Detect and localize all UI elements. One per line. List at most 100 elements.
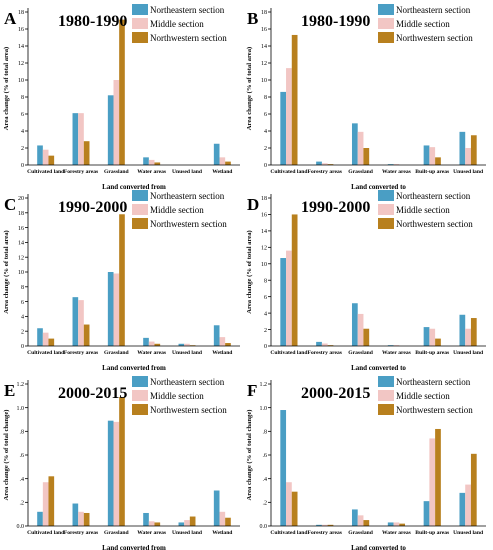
bar-d-s0-c5	[459, 314, 466, 346]
legend-swatch	[378, 376, 394, 387]
panel-title: 1980-1990	[58, 13, 127, 30]
bar-e-s0-c2	[107, 420, 114, 526]
y-tick-label: 6	[21, 112, 24, 118]
legend-label: Middle section	[396, 391, 450, 401]
bar-e-s2-c3	[154, 522, 161, 526]
y-tick-label: 8	[264, 95, 267, 101]
bar-c-s2-c1	[83, 324, 90, 346]
y-tick-label: 2	[264, 146, 267, 152]
bar-e-s0-c1	[72, 503, 79, 526]
y-tick-label: 14	[261, 44, 267, 50]
x-tick-label: Cultivated land	[270, 350, 308, 356]
bar-b-s1-c1	[321, 163, 328, 165]
panel-letter: B	[247, 9, 258, 28]
chart-panel-b: 0 2 4 6 8 10 12 14 16 18 Cultivated land Forestry a…	[246, 4, 486, 191]
x-tick-label: Wetland	[212, 350, 233, 356]
x-tick-label: Grassland	[104, 169, 129, 175]
x-tick-label: Grassland	[104, 350, 129, 356]
panel-title: 1990-2000	[58, 199, 127, 216]
bar-d-s2-c1	[327, 345, 334, 346]
y-axis-title: Area change (% of total change)	[246, 410, 253, 501]
bar-c-s2-c3	[154, 343, 161, 346]
y-tick-label: 2	[264, 328, 267, 334]
y-tick-label: 1.2	[260, 382, 268, 388]
legend-swatch	[378, 218, 394, 229]
bar-c-s0-c0	[37, 328, 43, 346]
y-tick-label: 14	[18, 241, 24, 247]
legend-label: Northwestern section	[150, 33, 227, 43]
legend-swatch	[132, 404, 148, 415]
panel-letter: F	[247, 381, 257, 400]
chart-panel-e: 0.0 .2 .4 .6 .8 1.0 1.2 Cultivated land Forestry…	[3, 376, 240, 550]
x-tick-label: Built-up areas	[415, 350, 450, 356]
bar-b-s1-c3	[393, 164, 400, 165]
x-tick-label: Cultivated land	[270, 530, 308, 536]
y-tick-label: 20	[18, 196, 24, 202]
legend-label: Northeastern section	[396, 191, 471, 201]
bar-e-s0-c0	[37, 511, 43, 526]
legend-swatch	[132, 218, 148, 229]
y-tick-label: 0	[21, 163, 24, 169]
panel-letter: D	[247, 195, 259, 214]
x-axis-title: Land converted to	[351, 364, 406, 372]
bar-e-s2-c5	[225, 517, 231, 526]
bar-b-s2-c1	[327, 164, 334, 165]
bar-a-s1-c1	[78, 113, 84, 165]
x-tick-label: Forestry areas	[308, 169, 343, 175]
bar-a-s1-c5	[219, 157, 226, 165]
legend-swatch	[132, 18, 148, 29]
bar-a-s1-c2	[113, 80, 120, 165]
x-tick-label: Built-up areas	[415, 169, 450, 175]
bar-d-s0-c1	[316, 341, 322, 346]
y-tick-label: 8	[21, 285, 24, 291]
bar-e-s0-c4	[178, 522, 185, 526]
bar-f-s2-c2	[363, 520, 370, 526]
y-tick-label: .6	[20, 453, 25, 459]
x-tick-label: Unused land	[453, 169, 484, 175]
y-axis-title: Area change (% of total area)	[246, 47, 253, 130]
bar-c-s1-c4	[184, 343, 190, 346]
bar-a-s2-c5	[225, 161, 231, 165]
chart-panel-a: 0 2 4 6 8 10 12 14 16 18 Cultivated land Forestry a…	[3, 4, 240, 191]
bar-a-s1-c3	[148, 159, 155, 165]
bar-b-s0-c4	[423, 145, 430, 165]
x-tick-label: Water areas	[137, 530, 167, 536]
bar-e-s1-c5	[219, 511, 226, 526]
bar-d-s1-c1	[321, 343, 328, 346]
y-tick-label: 18	[261, 10, 267, 16]
legend-label: Middle section	[396, 205, 450, 215]
bar-c-s1-c1	[78, 300, 84, 346]
bar-c-s1-c5	[219, 337, 226, 346]
x-tick-label: Unused land	[453, 530, 484, 536]
legend-label: Northwestern section	[396, 219, 473, 229]
bar-e-s0-c3	[143, 512, 149, 526]
panel-letter: C	[4, 195, 16, 214]
bar-a-s2-c3	[154, 162, 161, 165]
bar-e-s2-c4	[189, 516, 196, 526]
bar-d-s2-c4	[435, 338, 441, 346]
legend-label: Northeastern section	[396, 5, 471, 15]
y-tick-label: 14	[18, 44, 24, 50]
x-tick-label: Unused land	[172, 169, 203, 175]
bar-d-s2-c2	[363, 328, 370, 346]
y-tick-label: 0.0	[17, 524, 25, 530]
y-tick-label: 10	[18, 270, 24, 276]
y-tick-label: 10	[261, 78, 267, 84]
y-tick-label: 6	[264, 112, 267, 118]
bar-f-s0-c3	[387, 522, 394, 526]
x-tick-label: Wetland	[212, 169, 233, 175]
y-tick-label: 18	[261, 196, 267, 202]
bar-e-s1-c2	[113, 421, 120, 526]
y-tick-label: 12	[261, 246, 267, 252]
bar-c-s1-c2	[113, 273, 120, 346]
y-axis-title: Area change (% of total area)	[3, 230, 10, 313]
bar-f-s0-c2	[351, 509, 358, 526]
y-tick-label: 16	[261, 27, 267, 33]
y-axis-title: Area change (% of total area)	[246, 230, 253, 313]
y-tick-label: 10	[261, 262, 267, 268]
y-tick-label: 18	[18, 211, 24, 217]
bar-a-s0-c3	[143, 157, 149, 165]
bar-a-s0-c5	[213, 143, 220, 165]
bar-a-s2-c2	[119, 19, 125, 166]
bar-e-s1-c1	[78, 511, 84, 526]
